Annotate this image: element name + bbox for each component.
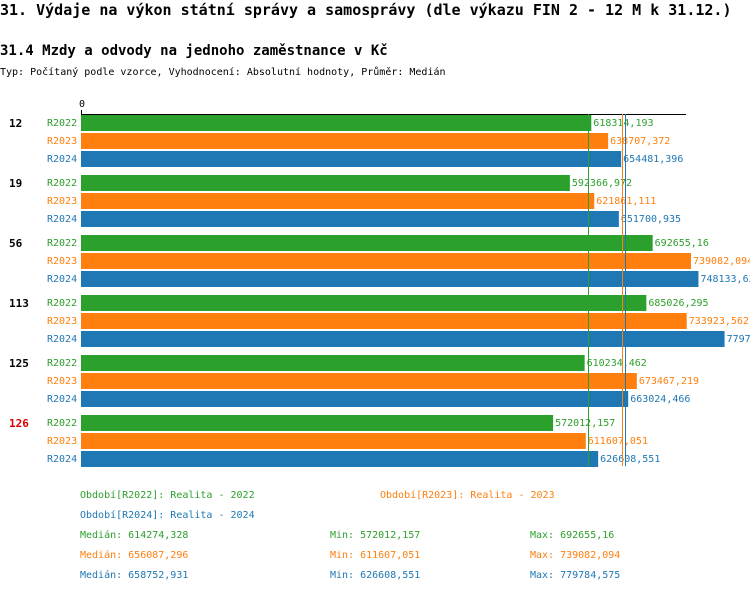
data-label: 618314,193 <box>593 118 653 129</box>
bar <box>81 253 691 269</box>
data-label: 663024,466 <box>630 394 690 405</box>
stat-median-r2024: Medián: 658752,931 <box>80 570 189 581</box>
data-label: 673467,219 <box>639 376 699 387</box>
series-label: R2023 <box>47 436 77 447</box>
bar <box>81 391 629 407</box>
data-label: 626608,551 <box>600 454 660 465</box>
stat-min-r2022: Min: 572012,157 <box>330 530 421 541</box>
bar <box>81 295 647 311</box>
group-label: 125 <box>9 357 29 370</box>
bar <box>81 133 609 149</box>
data-label: 685026,295 <box>648 298 708 309</box>
data-label: 611607,051 <box>588 436 648 447</box>
series-label: R2022 <box>47 298 77 309</box>
series-label: R2023 <box>47 256 77 267</box>
bar <box>81 451 599 467</box>
series-label: R2024 <box>47 394 77 405</box>
bar <box>81 331 725 347</box>
stat-min-r2023: Min: 611607,051 <box>330 550 421 561</box>
bar <box>81 373 637 389</box>
stat-median-r2022: Medián: 614274,328 <box>80 530 189 541</box>
chart-subtitle: 31.4 Mzdy a odvody na jednoho zaměstnanc… <box>0 43 388 59</box>
group-label: 19 <box>9 177 22 190</box>
series-label: R2023 <box>47 196 77 207</box>
group-label: 56 <box>9 237 23 250</box>
series-label: R2022 <box>47 178 77 189</box>
data-label: 592366,972 <box>572 178 632 189</box>
bar <box>81 415 554 431</box>
bar <box>81 115 592 131</box>
bar <box>81 211 619 227</box>
series-label: R2022 <box>47 418 77 429</box>
series-label: R2024 <box>47 154 77 165</box>
group-label: 12 <box>9 117 22 130</box>
bar <box>81 355 585 371</box>
bar <box>81 175 570 191</box>
series-label: R2022 <box>47 238 77 249</box>
bar <box>81 151 622 167</box>
group-label: 113 <box>9 297 29 310</box>
data-label: 610234,462 <box>587 358 647 369</box>
chart-description: Typ: Počítaný podle vzorce, Vyhodnocení:… <box>0 67 446 78</box>
series-label: R2023 <box>47 376 77 387</box>
stat-median-r2023: Medián: 656087,296 <box>80 550 189 561</box>
stat-max-r2022: Max: 692655,16 <box>530 530 615 541</box>
series-label: R2024 <box>47 454 77 465</box>
series-label: R2023 <box>47 136 77 147</box>
legend-r2024: Období[R2024]: Realita - 2024 <box>80 510 255 521</box>
data-label: 739082,094 <box>693 256 750 267</box>
bar <box>81 271 699 287</box>
series-label: R2022 <box>47 358 77 369</box>
legend-r2022: Období[R2022]: Realita - 2022 <box>80 490 255 501</box>
bar <box>81 193 595 209</box>
data-label: 638707,372 <box>610 136 670 147</box>
bar <box>81 313 687 329</box>
bar <box>81 235 653 251</box>
data-label: 779784,575 <box>727 334 750 345</box>
series-label: R2024 <box>47 334 77 345</box>
series-label: R2024 <box>47 214 77 225</box>
stat-max-r2024: Max: 779784,575 <box>530 570 621 581</box>
bar <box>81 433 586 449</box>
series-label: R2022 <box>47 118 77 129</box>
data-label: 748133,634 <box>700 274 750 285</box>
data-label: 621861,111 <box>596 196 656 207</box>
data-label: 733923,562 <box>689 316 749 327</box>
data-label: 651700,935 <box>621 214 681 225</box>
stat-max-r2023: Max: 739082,094 <box>530 550 621 561</box>
x-axis-zero-label: 0 <box>79 99 85 110</box>
stat-min-r2024: Min: 626608,551 <box>330 570 421 581</box>
data-label: 654481,396 <box>623 154 683 165</box>
data-label: 692655,16 <box>655 238 709 249</box>
legend-r2023: Období[R2023]: Realita - 2023 <box>380 490 555 501</box>
group-label: 126 <box>9 417 29 430</box>
series-label: R2024 <box>47 274 77 285</box>
series-label: R2023 <box>47 316 77 327</box>
data-label: 572012,157 <box>555 418 615 429</box>
page-title: 31. Výdaje na výkon státní správy a samo… <box>0 1 732 19</box>
